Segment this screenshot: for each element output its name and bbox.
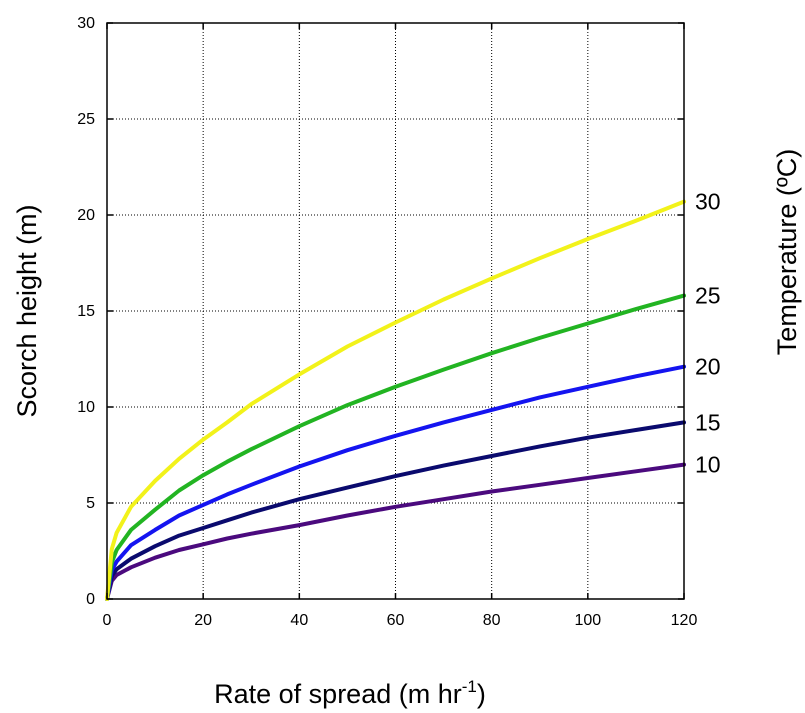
y-tick-label: 30 (77, 15, 95, 32)
x-tick-label: 0 (103, 612, 112, 629)
grid-lines (107, 23, 684, 599)
series-line-20 (105, 364, 686, 601)
series-label-15: 15 (695, 409, 721, 435)
y-tick-labels: 0 5 10 15 20 25 30 (77, 15, 95, 608)
x-axis-title: Rate of spread (m hr-1) (214, 677, 486, 709)
y-tick-label: 25 (77, 111, 95, 128)
y-tick-label: 5 (86, 495, 95, 512)
y-tick-label: 10 (77, 399, 95, 416)
y-tick-label: 15 (77, 303, 95, 320)
x-axis-title-main: Rate of spread (m hr (214, 679, 462, 709)
x-tick-label: 40 (290, 612, 308, 629)
series-line-10 (105, 462, 686, 601)
x-tick-label: 80 (483, 612, 501, 629)
y-tick-label: 20 (77, 207, 95, 224)
series-lines (105, 199, 686, 601)
y-tick-label: 0 (86, 591, 95, 608)
x-axis-title-suffix: ) (477, 679, 486, 709)
x-tick-label: 20 (194, 612, 212, 629)
series-label-25: 25 (695, 283, 721, 309)
x-axis-title-superscript: -1 (462, 677, 477, 696)
x-tick-label: 60 (387, 612, 405, 629)
x-tick-label: 100 (574, 612, 601, 629)
series-line-15 (105, 420, 686, 601)
x-tick-labels: 0 20 40 60 80 100 120 (103, 612, 698, 629)
y-axis-title: Scorch height (m) (12, 204, 42, 417)
series-labels: 10 15 20 25 30 (695, 189, 721, 478)
series-label-30: 30 (695, 189, 721, 215)
series-line-30 (105, 199, 686, 601)
series-label-20: 20 (695, 354, 721, 380)
series-line-25 (105, 293, 686, 601)
series-label-10: 10 (695, 452, 721, 478)
x-tick-label: 120 (671, 612, 698, 629)
legend-title: Temperature (ºC) (772, 149, 802, 355)
axis-ticks (106, 22, 685, 600)
